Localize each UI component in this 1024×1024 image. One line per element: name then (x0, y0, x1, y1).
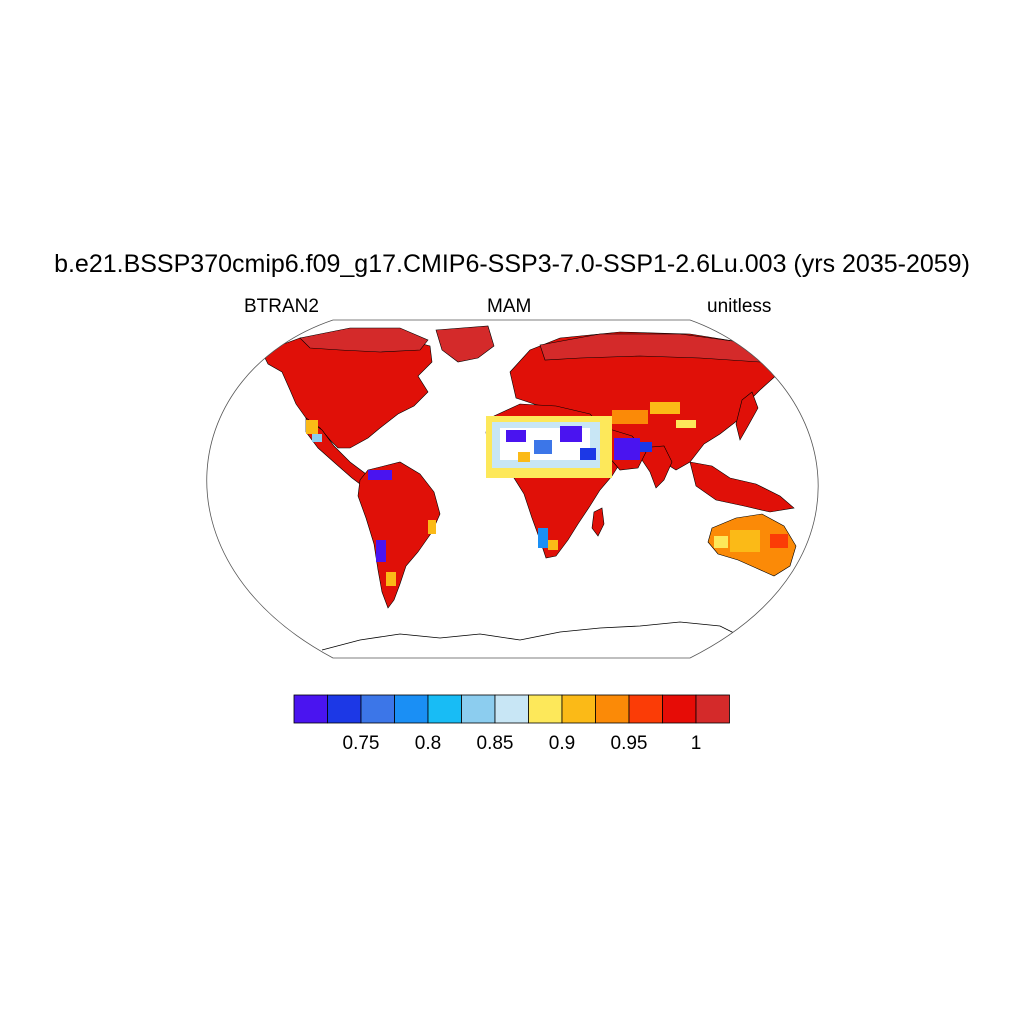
south-america-land (357, 461, 441, 609)
colorbar-tick-label: 0.8 (415, 733, 441, 754)
colorbar-box (360, 694, 395, 724)
colorbar-box (561, 694, 596, 724)
japan-land (735, 391, 759, 441)
sahara-dry-region (486, 416, 612, 478)
variable-label: BTRAN2 (244, 296, 319, 317)
colorbar-box (327, 694, 362, 724)
colorbar-box (595, 694, 630, 724)
units-label: unitless (707, 296, 772, 317)
colorbar-box (662, 694, 697, 724)
southern-africa-patches (538, 528, 558, 550)
colorbar-box (628, 694, 663, 724)
antarctica-outline (321, 621, 741, 651)
colorbar-box (293, 694, 328, 724)
colorbar-box (494, 694, 529, 724)
colorbar-boxes (293, 694, 730, 724)
colorbar-box (427, 694, 462, 724)
colorbar-box (394, 694, 429, 724)
central-asia-transition (612, 402, 696, 428)
colorbar-tick-label: 0.95 (611, 733, 648, 754)
greenland-land (435, 325, 495, 363)
colorbar-box (695, 694, 730, 724)
map-frame (206, 319, 819, 659)
colorbar-tick-label: 0.75 (343, 733, 380, 754)
colorbar-tick-label: 0.9 (549, 733, 575, 754)
australia-patches (714, 530, 788, 552)
north-america-arctic (299, 327, 429, 353)
india-land (639, 445, 673, 489)
southeast-asia-land (689, 461, 795, 513)
map-data-layer (261, 325, 819, 651)
arabia-dry-region (614, 438, 652, 460)
colorbar-box (461, 694, 496, 724)
americas-dry-patches (306, 420, 436, 586)
colorbar-labels: 0.75 0.8 0.85 0.9 0.95 1 (343, 733, 702, 754)
colorbar-tick-label: 1 (691, 733, 702, 754)
season-label: MAM (487, 296, 532, 317)
map-title: b.e21.BSSP370cmip6.f09_g17.CMIP6-SSP3-7.… (54, 250, 970, 278)
colorbar-tick-label: 0.85 (477, 733, 514, 754)
colorbar-box (528, 694, 563, 724)
madagascar-land (591, 507, 605, 537)
